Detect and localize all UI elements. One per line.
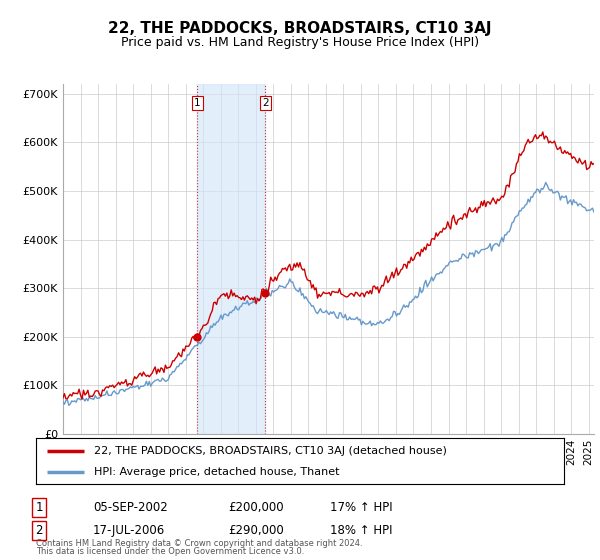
Text: 18% ↑ HPI: 18% ↑ HPI bbox=[330, 524, 392, 538]
Text: 1: 1 bbox=[194, 98, 201, 108]
Text: 2: 2 bbox=[262, 98, 269, 108]
Text: 17% ↑ HPI: 17% ↑ HPI bbox=[330, 501, 392, 515]
Text: HPI: Average price, detached house, Thanet: HPI: Average price, detached house, Than… bbox=[94, 467, 340, 477]
Text: 22, THE PADDOCKS, BROADSTAIRS, CT10 3AJ (detached house): 22, THE PADDOCKS, BROADSTAIRS, CT10 3AJ … bbox=[94, 446, 447, 456]
Text: 2: 2 bbox=[35, 524, 43, 538]
Text: 05-SEP-2002: 05-SEP-2002 bbox=[93, 501, 168, 515]
Text: 1: 1 bbox=[35, 501, 43, 515]
Bar bbox=[197, 84, 265, 434]
Text: This data is licensed under the Open Government Licence v3.0.: This data is licensed under the Open Gov… bbox=[36, 547, 304, 556]
Text: Contains HM Land Registry data © Crown copyright and database right 2024.: Contains HM Land Registry data © Crown c… bbox=[36, 539, 362, 548]
Text: Price paid vs. HM Land Registry's House Price Index (HPI): Price paid vs. HM Land Registry's House … bbox=[121, 36, 479, 49]
Text: 17-JUL-2006: 17-JUL-2006 bbox=[93, 524, 165, 538]
Text: £200,000: £200,000 bbox=[228, 501, 284, 515]
Text: 22, THE PADDOCKS, BROADSTAIRS, CT10 3AJ: 22, THE PADDOCKS, BROADSTAIRS, CT10 3AJ bbox=[108, 21, 492, 36]
Text: £290,000: £290,000 bbox=[228, 524, 284, 538]
